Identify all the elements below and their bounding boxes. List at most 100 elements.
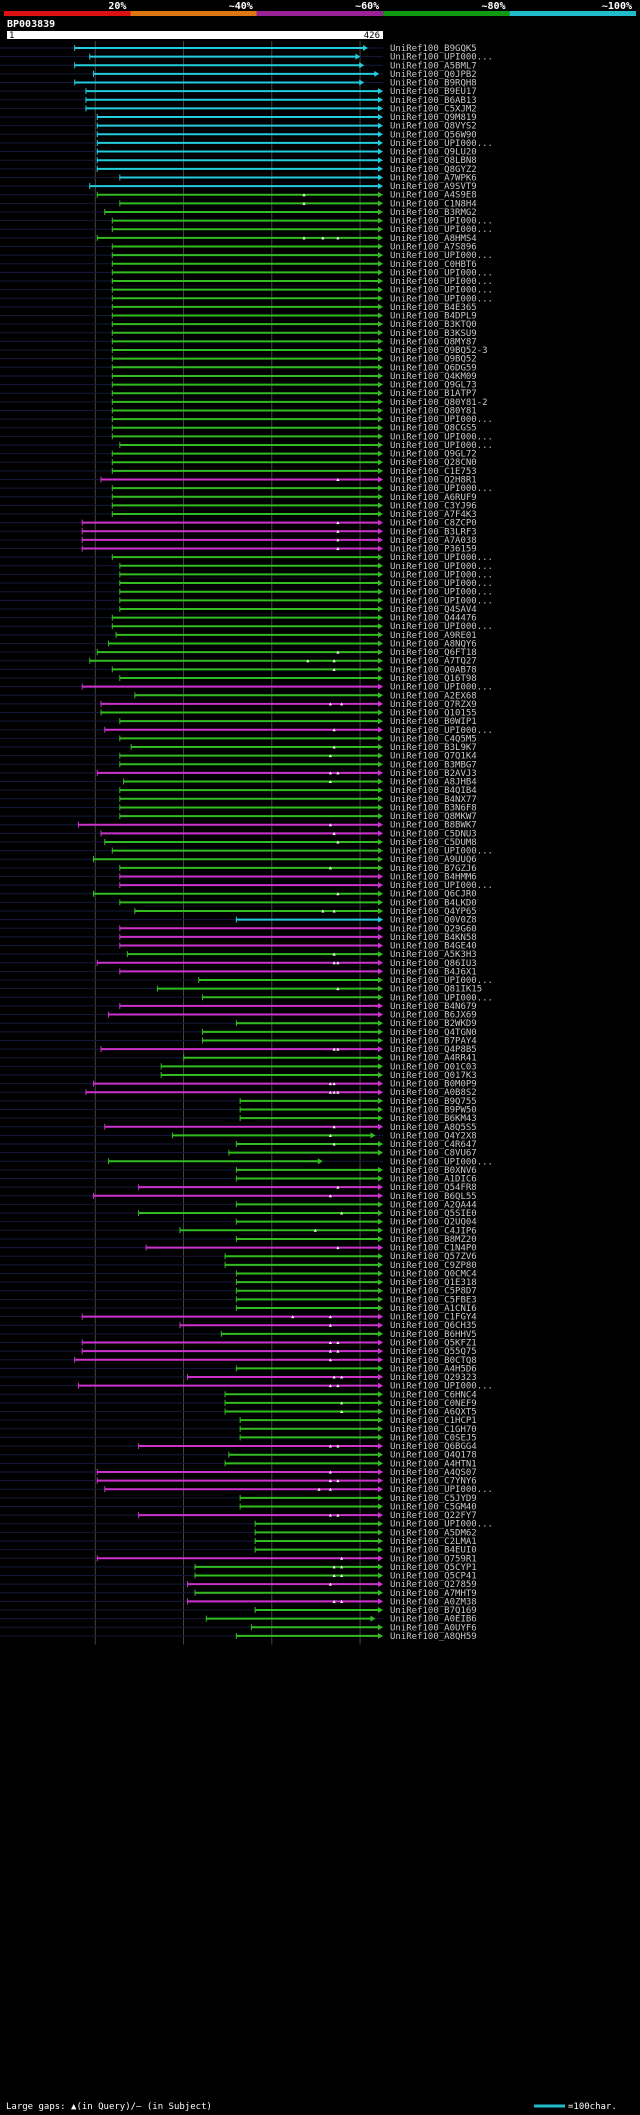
hit-label[interactable]: UniRef100_Q54FR8 — [390, 1183, 477, 1193]
hit-row[interactable]: UniRef100_A9SVT9 — [0, 182, 477, 192]
hit-row[interactable]: UniRef100_B3KTQ0 — [0, 320, 477, 330]
hit-row[interactable]: UniRef100_Q27859 — [0, 1580, 477, 1590]
hit-label[interactable]: UniRef100_B3KTQ0 — [390, 320, 477, 330]
hit-label[interactable]: UniRef100_B9PW50 — [390, 1105, 477, 1115]
hit-row[interactable]: UniRef100_UPI000... — [0, 579, 493, 589]
hit-label[interactable]: UniRef100_C5P8D7 — [390, 1287, 477, 1297]
hit-label[interactable]: UniRef100_A5BML7 — [390, 61, 477, 71]
hit-row[interactable]: UniRef100_Q9BQ52-3 — [0, 346, 488, 356]
hit-label[interactable]: UniRef100_B7GZJ6 — [390, 864, 477, 874]
hit-row[interactable]: UniRef100_Q80Y81-2 — [0, 398, 488, 408]
hit-row[interactable]: UniRef100_A7TQ27 — [0, 657, 477, 667]
hit-row[interactable]: UniRef100_C4Q5M5 — [0, 734, 477, 744]
hit-row[interactable]: UniRef100_UPI000... — [0, 622, 493, 632]
hit-row[interactable]: UniRef100_B6QL55 — [0, 1192, 477, 1202]
hit-label[interactable]: UniRef100_UPI000... — [390, 277, 493, 287]
hit-row[interactable]: UniRef100_B4LKD0 — [0, 898, 477, 908]
hit-row[interactable]: UniRef100_Q57ZV6 — [0, 1252, 477, 1262]
hit-label[interactable]: UniRef100_Q0V0Z8 — [390, 916, 477, 926]
hit-label[interactable]: UniRef100_Q55Q75 — [390, 1347, 477, 1357]
hit-label[interactable]: UniRef100_Q0CMC4 — [390, 1269, 477, 1279]
hit-row[interactable]: UniRef100_Q28CN0 — [0, 458, 477, 468]
hit-label[interactable]: UniRef100_A6QXT5 — [390, 1408, 477, 1418]
hit-label[interactable]: UniRef100_Q9GL72 — [390, 450, 477, 460]
hit-label[interactable]: UniRef100_B4QIB4 — [390, 786, 477, 796]
hit-row[interactable]: UniRef100_A4QS07 — [0, 1468, 477, 1478]
hit-label[interactable]: UniRef100_Q81IK15 — [390, 985, 482, 995]
hit-label[interactable]: UniRef100_B2WKD9 — [390, 1019, 477, 1029]
hit-label[interactable]: UniRef100_Q4KM09 — [390, 372, 477, 382]
hit-row[interactable]: UniRef100_Q6FT18 — [0, 648, 477, 658]
hit-label[interactable]: UniRef100_UPI000... — [390, 441, 493, 451]
hit-row[interactable]: UniRef100_Q8VYS2 — [0, 122, 477, 132]
hit-row[interactable]: UniRef100_A4H5D6 — [0, 1364, 477, 1374]
hit-label[interactable]: UniRef100_B7Q169 — [390, 1606, 477, 1616]
hit-row[interactable]: UniRef100_Q759R1 — [0, 1554, 477, 1564]
hit-label[interactable]: UniRef100_A1DIC6 — [390, 1175, 477, 1185]
hit-label[interactable]: UniRef100_Q7Q1K4 — [390, 752, 477, 762]
hit-row[interactable]: UniRef100_Q4YP65 — [0, 907, 477, 917]
hit-label[interactable]: UniRef100_C3YJ96 — [390, 501, 477, 511]
hit-row[interactable]: UniRef100_A7WPK6 — [0, 173, 477, 183]
hit-label[interactable]: UniRef100_UPI000... — [390, 484, 493, 494]
hit-label[interactable]: UniRef100_Q4P8B5 — [390, 1045, 477, 1055]
hit-row[interactable]: UniRef100_B4J6X1 — [0, 967, 477, 977]
hit-label[interactable]: UniRef100_UPI000... — [390, 683, 493, 693]
hit-label[interactable]: UniRef100_Q6FT18 — [390, 648, 477, 658]
hit-row[interactable]: UniRef100_C5DNU3 — [0, 829, 477, 839]
hit-row[interactable]: UniRef100_A8NQY6 — [0, 639, 477, 649]
hit-label[interactable]: UniRef100_A8JHB4 — [390, 778, 477, 788]
hit-label[interactable]: UniRef100_UPI000... — [390, 588, 493, 598]
hit-label[interactable]: UniRef100_UPI000... — [390, 993, 493, 1003]
hit-row[interactable]: UniRef100_B9EU17 — [0, 87, 477, 97]
hit-row[interactable]: UniRef100_B4KN58 — [0, 933, 477, 943]
hit-label[interactable]: UniRef100_Q9LU20 — [390, 148, 477, 158]
hit-row[interactable]: UniRef100_Q1E318 — [0, 1278, 477, 1288]
hit-label[interactable]: UniRef100_C1GH70 — [390, 1425, 477, 1435]
hit-label[interactable]: UniRef100_Q0AB78 — [390, 665, 477, 675]
hit-label[interactable]: UniRef100_UPI000... — [390, 847, 493, 857]
hit-label[interactable]: UniRef100_Q6CJR0 — [390, 890, 477, 900]
hit-label[interactable]: UniRef100_A2QA44 — [390, 1200, 477, 1210]
hit-row[interactable]: UniRef100_B4QIB4 — [0, 786, 477, 796]
hit-row[interactable]: UniRef100_Q0CMC4 — [0, 1269, 477, 1279]
hit-row[interactable]: UniRef100_Q01C03 — [0, 1062, 477, 1072]
hit-label[interactable]: UniRef100_A5K3H3 — [390, 950, 477, 960]
hit-row[interactable]: UniRef100_A7MHT9 — [0, 1589, 477, 1599]
hit-label[interactable]: UniRef100_Q4SAV4 — [390, 605, 477, 615]
hit-row[interactable]: UniRef100_C1N8H4 — [0, 199, 477, 209]
hit-row[interactable]: UniRef100_C4JIP6 — [0, 1226, 477, 1236]
hit-label[interactable]: UniRef100_A7TQ27 — [390, 657, 477, 667]
hit-label[interactable]: UniRef100_Q22FY7 — [390, 1511, 477, 1521]
hit-label[interactable]: UniRef100_Q8GYZ2 — [390, 165, 477, 175]
hit-label[interactable]: UniRef100_C0HBT6 — [390, 260, 477, 270]
hit-label[interactable]: UniRef100_B4KN58 — [390, 933, 477, 943]
hit-row[interactable]: UniRef100_Q9M819 — [0, 113, 477, 123]
hit-row[interactable]: UniRef100_Q4Q178 — [0, 1451, 477, 1461]
hit-row[interactable]: UniRef100_Q8CGS5 — [0, 424, 477, 434]
hit-row[interactable]: UniRef100_B4HMM6 — [0, 872, 477, 882]
hit-label[interactable]: UniRef100_B9RQH8 — [390, 79, 477, 89]
hit-label[interactable]: UniRef100_C5FBE3 — [390, 1295, 477, 1305]
hit-label[interactable]: UniRef100_A4S9E8 — [390, 191, 477, 201]
hit-row[interactable]: UniRef100_A2EX68 — [0, 691, 477, 701]
hit-row[interactable]: UniRef100_Q8GYZ2 — [0, 165, 477, 175]
hit-label[interactable]: UniRef100_Q5CYP1 — [390, 1563, 477, 1573]
hit-label[interactable]: UniRef100_B3L9K7 — [390, 743, 477, 753]
hit-row[interactable]: UniRef100_B2WKD9 — [0, 1019, 477, 1029]
hit-row[interactable]: UniRef100_Q7Q1K4 — [0, 752, 477, 762]
hit-row[interactable]: UniRef100_A9UUQ6 — [0, 855, 477, 865]
hit-row[interactable]: UniRef100_C7YNY6 — [0, 1477, 477, 1487]
hit-label[interactable]: UniRef100_B7PAY4 — [390, 1036, 477, 1046]
hit-label[interactable]: UniRef100_Q8MY87 — [390, 337, 477, 347]
hit-label[interactable]: UniRef100_C5DUM8 — [390, 838, 477, 848]
hit-row[interactable]: UniRef100_B0XNV6 — [0, 1166, 477, 1176]
hit-row[interactable]: UniRef100_B3N6F8 — [0, 803, 477, 813]
hit-row[interactable]: UniRef100_C0SEJ5 — [0, 1433, 477, 1443]
hit-row[interactable]: UniRef100_Q9BQ52 — [0, 355, 477, 365]
hit-row[interactable]: UniRef100_C1E753 — [0, 467, 477, 477]
hit-row[interactable]: UniRef100_B0CTQ8 — [0, 1356, 477, 1366]
hit-label[interactable]: UniRef100_C1FGY4 — [390, 1313, 477, 1323]
hit-row[interactable]: UniRef100_B9GQK5 — [0, 44, 477, 54]
hit-row[interactable]: UniRef100_B3LRF3 — [0, 527, 477, 537]
